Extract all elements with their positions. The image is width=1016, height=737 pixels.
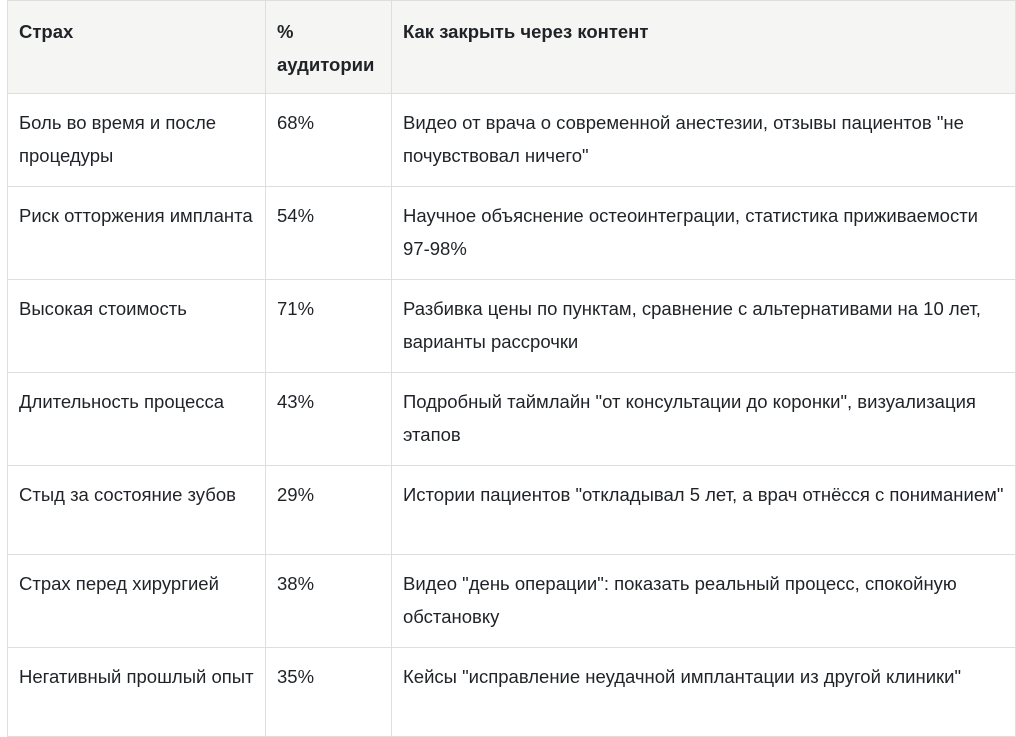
table-row: Стыд за состояние зубов 29% Истории паци… <box>7 465 1016 555</box>
table-header-row: Страх % аудитории Как закрыть через конт… <box>7 0 1016 94</box>
fears-table-container: Страх % аудитории Как закрыть через конт… <box>7 0 1016 737</box>
table-row: Длительность процесса 43% Подробный тайм… <box>7 372 1016 466</box>
percent-cell: 68% <box>265 93 392 187</box>
header-audience-percent: % аудитории <box>265 0 392 94</box>
fear-cell: Риск отторжения импланта <box>7 186 266 280</box>
percent-cell: 38% <box>265 554 392 648</box>
fears-table: Страх % аудитории Как закрыть через конт… <box>7 0 1016 737</box>
percent-cell: 35% <box>265 647 392 737</box>
fear-cell: Стыд за состояние зубов <box>7 465 266 555</box>
fear-cell: Высокая стоимость <box>7 279 266 373</box>
percent-cell: 43% <box>265 372 392 466</box>
fear-cell: Негативный прошлый опыт <box>7 647 266 737</box>
solution-cell: Разбивка цены по пунктам, сравнение с ал… <box>391 279 1016 373</box>
solution-cell: Научное объяснение остеоинтеграции, стат… <box>391 186 1016 280</box>
table-row: Риск отторжения импланта 54% Научное объ… <box>7 186 1016 280</box>
table-row: Негативный прошлый опыт 35% Кейсы "испра… <box>7 647 1016 737</box>
fear-cell: Длительность процесса <box>7 372 266 466</box>
solution-cell: Истории пациентов "откладывал 5 лет, а в… <box>391 465 1016 555</box>
solution-cell: Кейсы "исправление неудачной имплантации… <box>391 647 1016 737</box>
solution-cell: Видео от врача о современной анестезии, … <box>391 93 1016 187</box>
fear-cell: Страх перед хирургией <box>7 554 266 648</box>
percent-cell: 71% <box>265 279 392 373</box>
solution-cell: Видео "день операции": показать реальный… <box>391 554 1016 648</box>
header-content-solution: Как закрыть через контент <box>391 0 1016 94</box>
table-row: Страх перед хирургией 38% Видео "день оп… <box>7 554 1016 648</box>
solution-cell: Подробный таймлайн "от консультации до к… <box>391 372 1016 466</box>
fear-cell: Боль во время и после процедуры <box>7 93 266 187</box>
header-fear: Страх <box>7 0 266 94</box>
table-row: Боль во время и после процедуры 68% Виде… <box>7 93 1016 187</box>
percent-cell: 54% <box>265 186 392 280</box>
percent-cell: 29% <box>265 465 392 555</box>
table-row: Высокая стоимость 71% Разбивка цены по п… <box>7 279 1016 373</box>
